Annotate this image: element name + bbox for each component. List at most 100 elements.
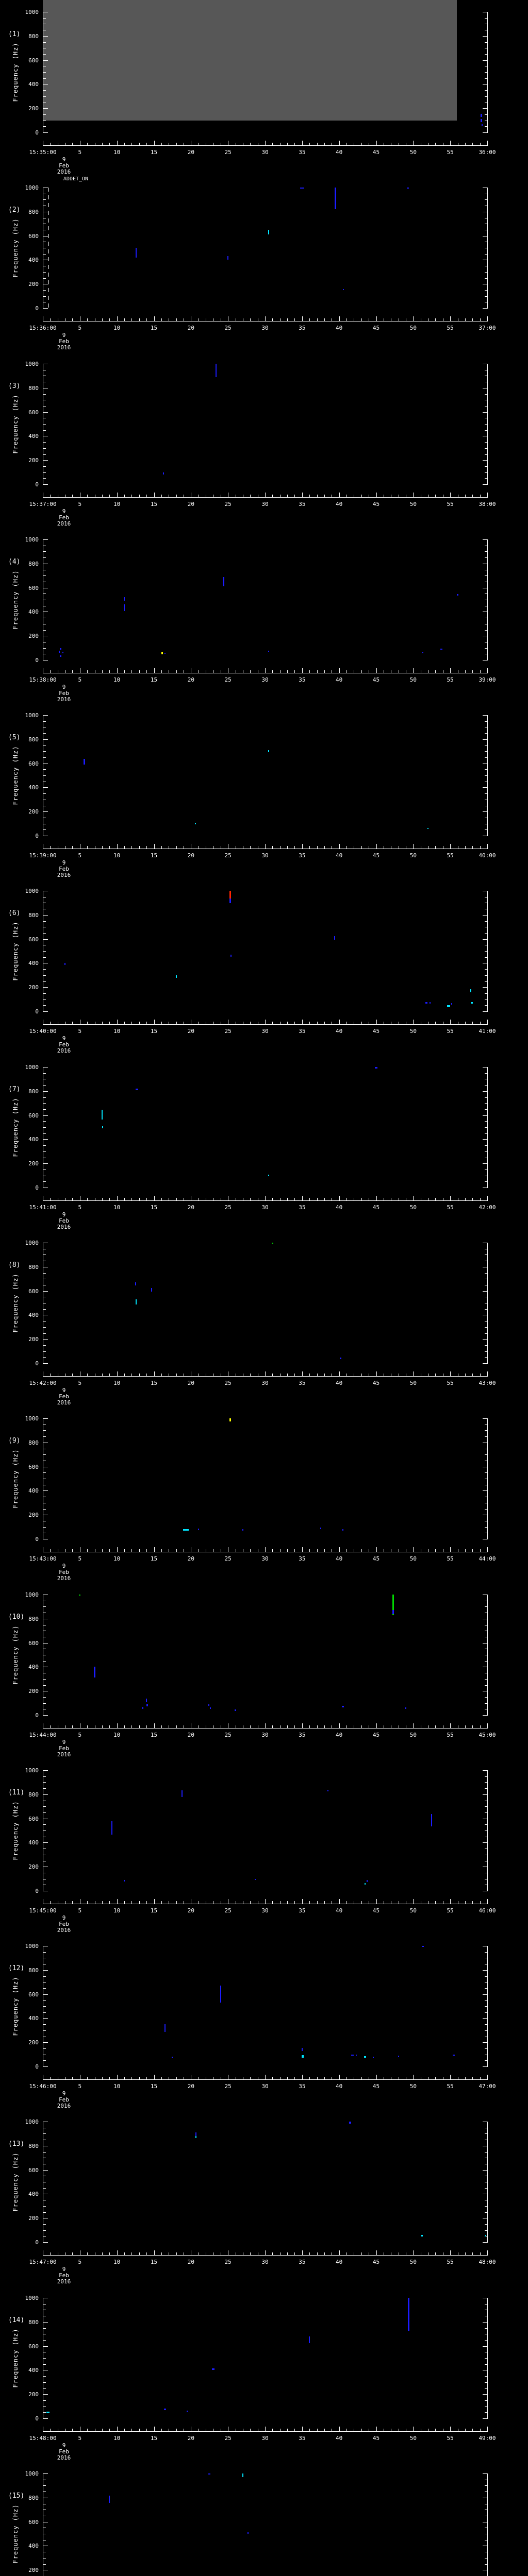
y-tick <box>43 539 48 540</box>
data-point <box>268 1175 270 1177</box>
x-tick <box>302 668 303 673</box>
y-tick <box>485 1509 487 1510</box>
x-tick <box>361 670 362 673</box>
x-tick <box>176 1374 177 1376</box>
x-tick <box>50 1901 51 1904</box>
x-tick-label: 5 <box>78 2083 82 2090</box>
y-axis-right <box>487 1595 488 1716</box>
y-tick <box>43 2364 46 2365</box>
y-tick <box>43 42 46 43</box>
x-tick <box>287 1198 288 1200</box>
x-tick <box>465 318 466 321</box>
plot-area <box>43 2473 487 2576</box>
x-tick <box>294 318 295 321</box>
y-tick <box>43 2376 46 2377</box>
x-tick-label: 10 <box>113 1907 121 1914</box>
y-tick <box>43 1824 46 1825</box>
x-tick <box>146 1374 147 1376</box>
y-tick <box>485 2382 487 2383</box>
x-tick <box>480 846 481 849</box>
x-tick-label: 55 <box>447 2259 454 2265</box>
y-tick <box>43 1121 46 1122</box>
x-tick <box>139 2077 140 2079</box>
x-tick <box>480 2252 481 2255</box>
x-tick <box>250 143 251 145</box>
y-tick <box>43 2206 46 2207</box>
x-tick <box>309 143 310 145</box>
y-tick <box>43 1472 46 1473</box>
y-tick <box>43 739 48 740</box>
date-label: Feb <box>59 1921 69 1927</box>
x-tick-label: 40 <box>336 501 343 507</box>
date-label: 9 <box>62 684 66 690</box>
x-axis <box>43 497 488 498</box>
x-tick-label: 5 <box>78 501 82 507</box>
x-tick-label: 35 <box>299 676 306 683</box>
x-tick <box>265 1723 266 1728</box>
x-tick-label: 40 <box>336 1732 343 1738</box>
x-tick <box>250 1725 251 1728</box>
data-point <box>123 1879 125 1882</box>
y-tick <box>485 1812 487 1813</box>
x-tick <box>139 2252 140 2255</box>
x-tick <box>472 1374 473 1376</box>
y-tick <box>485 2328 487 2329</box>
x-tick <box>413 493 414 497</box>
x-tick <box>317 143 318 145</box>
x-tick <box>339 1371 340 1376</box>
x-tick <box>176 846 177 849</box>
x-tick-label: 45 <box>372 676 380 683</box>
data-point <box>341 1706 344 1708</box>
x-tick <box>131 846 132 849</box>
x-tick <box>139 318 140 321</box>
x-tick <box>287 2077 288 2079</box>
x-tick-label: 5 <box>78 2435 82 2442</box>
y-tick-label: 800 <box>28 912 39 919</box>
x-tick <box>102 1725 103 1728</box>
x-tick-label: 15 <box>150 1028 158 1035</box>
spectrogram-panel: 0 200 400 600 800 1000 15:40:00 5 10 15 20 25 30 35 40… <box>0 879 528 1055</box>
x-tick <box>413 1899 414 1904</box>
y-tick <box>43 1418 48 1419</box>
x-tick <box>265 1196 266 1200</box>
y-tick <box>43 2066 48 2067</box>
y-tick <box>485 454 487 455</box>
data-point <box>163 472 164 475</box>
x-tick-label: 30 <box>261 676 269 683</box>
spectrogram-panel: 0 200 400 600 800 1000 15:35:00 5 10 15 20 25 30 35 40… <box>0 0 528 182</box>
x-tick-label: 25 <box>224 1555 232 1562</box>
x-tick <box>176 1549 177 1552</box>
x-tick-label: 5 <box>78 1028 82 1035</box>
data-point <box>255 1878 256 1880</box>
data-point <box>229 891 231 899</box>
y-tick <box>485 1085 487 1086</box>
x-tick <box>324 1725 325 1728</box>
x-tick <box>161 143 162 145</box>
y-tick <box>43 787 48 788</box>
y-tick-label: 600 <box>28 409 39 416</box>
x-tick <box>117 844 118 849</box>
y-tick <box>485 18 487 19</box>
panel-index-label: (7) <box>8 1086 21 1093</box>
y-tick-label: 0 <box>35 1536 39 1543</box>
x-tick <box>72 318 73 321</box>
x-tick <box>413 844 414 849</box>
x-tick <box>317 2077 318 2079</box>
y-tick <box>485 72 487 73</box>
x-tick-label: 15 <box>150 2259 158 2265</box>
x-tick-label: 5 <box>78 852 82 859</box>
x-tick-label: 25 <box>224 1732 232 1738</box>
y-tick-label: 800 <box>28 1791 39 1798</box>
y-tick <box>485 793 487 794</box>
x-tick <box>294 2077 295 2079</box>
y-tick <box>43 1005 46 1006</box>
data-point <box>212 2368 214 2370</box>
x-tick-label: 55 <box>447 1907 454 1914</box>
y-tick <box>43 2018 48 2019</box>
y-tick <box>43 78 46 79</box>
x-tick <box>317 1022 318 1024</box>
y-tick <box>43 2133 46 2134</box>
x-tick <box>339 141 340 145</box>
x-tick <box>472 143 473 145</box>
x-tick <box>176 143 177 145</box>
